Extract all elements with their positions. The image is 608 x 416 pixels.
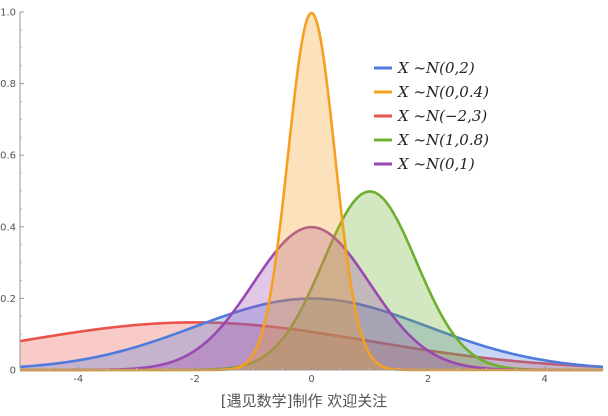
y-tick-label: 0.6 — [0, 151, 16, 162]
series-area-3 — [20, 191, 603, 370]
x-tick-label: 4 — [542, 374, 548, 385]
y-tick-label: 0 — [10, 366, 16, 377]
series-line-2 — [19, 321, 604, 369]
y-tick-label: 1.0 — [0, 8, 16, 19]
legend-label: X ~N(1,0.8) — [397, 131, 489, 149]
legend-label: X ~N(0,0.4) — [397, 83, 489, 101]
x-tick-label: -2 — [190, 374, 200, 385]
series-area-1 — [20, 12, 603, 370]
series-line-0 — [19, 297, 604, 369]
y-tick-label: 0.8 — [0, 79, 16, 90]
chart-caption: [遇见数学]制作 欢迎关注 — [221, 392, 387, 410]
y-tick-label: 0.2 — [0, 294, 16, 305]
legend-label: X ~N(−2,3) — [397, 107, 487, 125]
series-area-4 — [20, 227, 603, 370]
series-area-0 — [20, 298, 603, 370]
plot-area — [19, 11, 604, 372]
x-tick-label: -4 — [73, 374, 83, 385]
x-tick-label: 0 — [308, 374, 314, 385]
legend-label: X ~N(0,1) — [397, 155, 475, 173]
y-tick-label: 0.4 — [0, 222, 16, 233]
x-tick-label: 2 — [425, 374, 431, 385]
legend-label: X ~N(0,2) — [397, 59, 475, 77]
y-axis-ticks: 0 0.2 0.4 0.6 0.8 1.0 — [0, 8, 24, 377]
legend: X ~N(0,2) X ~N(0,0.4) X ~N(−2,3) X ~N(1,0.8… — [374, 59, 489, 173]
x-axis-ticks: -4 -2 0 2 4 — [19, 366, 604, 385]
series-area-2 — [20, 322, 603, 370]
